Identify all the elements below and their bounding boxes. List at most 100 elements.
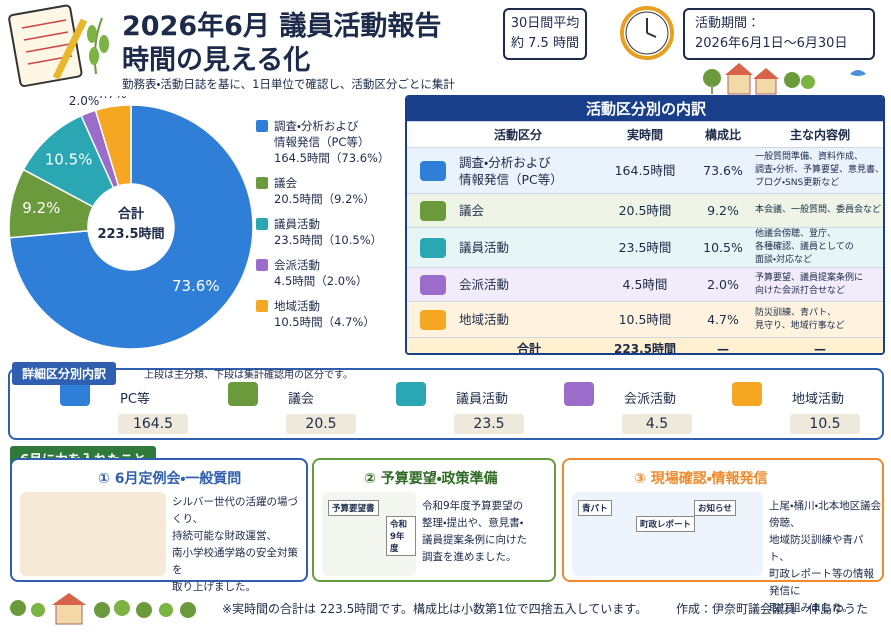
table-header: 活動区分 実時間 構成比 主な内容例 xyxy=(407,121,883,147)
card-text: シルバー世代の活躍の場づくり、 持続可能な財政運営、 南小学校通学路の安全対策を… xyxy=(172,496,298,593)
detail-value: 20.5 xyxy=(286,414,356,434)
slice-label: 9.2% xyxy=(22,199,60,217)
detail-label: 地域活動 xyxy=(792,392,845,407)
header-cell: 実時間 xyxy=(626,128,663,142)
table-cell: 20.5時間 xyxy=(618,203,672,218)
legend-detail: 4.5時間（2.0%） xyxy=(274,274,368,288)
table-cell: 73.6% xyxy=(703,163,743,178)
illustration-label: 予算要望書 xyxy=(328,500,379,516)
donut-hole xyxy=(88,184,174,270)
detail-title: 詳細区分別内訳 xyxy=(12,362,117,385)
icon-shape xyxy=(420,237,446,258)
legend-item: 議会 20.5時間（9.2%） xyxy=(256,175,406,207)
table-cell: 2.0% xyxy=(707,277,739,292)
row-icon xyxy=(407,237,459,258)
legend-detail: 20.5時間（9.2%） xyxy=(274,192,375,206)
period-badge: 活動期間： 2026年6月1日〜6月30日 xyxy=(683,8,875,60)
legend-swatch xyxy=(256,218,268,230)
header-cell: 主な内容例 xyxy=(789,128,850,142)
table-cell: 他議会傍聴、登庁、 各種確認、議員としての 面談・対応など xyxy=(755,229,854,265)
total-row: 合計 223.5時間 — — xyxy=(407,337,883,355)
table-cell: 10.5% xyxy=(703,240,743,255)
table-cell: 4.5時間 xyxy=(622,277,668,292)
slice-label: 73.6% xyxy=(172,277,220,295)
table-cell: 23.5時間 xyxy=(618,240,672,255)
detail-icon xyxy=(60,382,90,406)
illustration: 青パト 町政レポート お知らせ xyxy=(572,492,763,576)
legend-swatch xyxy=(256,259,268,271)
legend-item: 会派活動 4.5時間（2.0%） xyxy=(256,257,406,289)
legend-swatch xyxy=(256,120,268,132)
total-cell: 223.5時間 xyxy=(614,342,676,355)
detail-value: 10.5 xyxy=(790,414,860,434)
illustration-label: 町政レポート xyxy=(636,516,696,532)
subtitle: 勤務表・活動日誌を基に、1日単位で確認し、活動区分ごとに集計 xyxy=(122,77,455,91)
table-row: 議員活動 23.5時間 10.5% 他議会傍聴、登庁、 各種確認、議員としての 面談・… xyxy=(407,227,883,267)
slice-label: 10.5% xyxy=(45,151,93,169)
card-title: ③ 現場確認・情報発信 xyxy=(634,471,768,487)
table-cell: 一般質問準備、資料作成、 調査・分析、予算要望、意見書、 ブログ・SNS更新など xyxy=(755,152,885,188)
detail-value: 23.5 xyxy=(454,414,524,434)
detail-note: 上段は主分類、下段は集計確認用の区分です。 xyxy=(144,370,353,381)
title2: 時間の見える化 xyxy=(122,45,311,76)
legend-label: 議会 xyxy=(274,176,297,190)
title: 2026年6月 議員活動報告 xyxy=(122,11,442,42)
table-cell: 9.2% xyxy=(707,203,739,218)
illustration-label: 令和9年度 xyxy=(386,516,416,556)
detail-icon xyxy=(396,382,426,406)
footer-note: ※実時間の合計は 223.5時間です。構成比は小数第1位で四捨五入しています。 xyxy=(222,602,648,616)
row-icon xyxy=(407,274,459,295)
table-cell: 議員活動 xyxy=(459,240,510,255)
table-title: 活動区分別の内訳 xyxy=(407,97,883,121)
center-label: 合計 xyxy=(118,206,144,222)
badge-line: 30日間平均 xyxy=(510,16,580,31)
detail-label: 議員活動 xyxy=(456,392,509,407)
legend-label: 調査・分析および 情報発信（PC等） xyxy=(274,119,370,149)
town-decoration xyxy=(703,63,866,95)
icon-shape xyxy=(420,309,446,330)
row-icon xyxy=(407,200,459,221)
detail-label: 議会 xyxy=(288,392,315,407)
table-row: 議会 20.5時間 9.2% 本会議、一般質問、委員会など xyxy=(407,193,883,227)
detail-value: 4.5 xyxy=(622,414,692,434)
table-cell: 予算要望、議員提案条例に 向けた会派打合せなど xyxy=(755,272,864,296)
table-cell: 地域活動 xyxy=(459,312,510,327)
header-cell: 活動区分 xyxy=(493,128,542,142)
illustration: 予算要望書 令和9年度 xyxy=(322,492,416,576)
total-cell: 合計 xyxy=(516,342,541,355)
footer-author: 作成：伊奈町議会議員 仲島ゆうた xyxy=(676,602,869,616)
clock-icon xyxy=(620,6,674,60)
table-cell: 10.5時間 xyxy=(618,312,672,327)
detail-icon xyxy=(228,382,258,406)
table-cell: 議会 xyxy=(459,203,485,218)
icon-shape xyxy=(420,160,446,181)
header-cell: 構成比 xyxy=(704,128,741,142)
legend-item: 議員活動 23.5時間（10.5%） xyxy=(256,216,406,248)
row-icon xyxy=(407,160,459,181)
card-text: 令和9年度予算要望の 整理・提出や、意見書・ 議員提案条例に向けた 調査を進めま… xyxy=(422,500,527,563)
badge-line: 約 7.5 時間 xyxy=(511,36,579,51)
detail-icon xyxy=(732,382,762,406)
average-badge: 30日間平均 約 7.5 時間 xyxy=(503,8,587,60)
legend: 調査・分析および 情報発信（PC等） 164.5時間（73.6%） 議会 20.5時間… xyxy=(256,118,406,339)
legend-label: 地域活動 xyxy=(274,299,320,313)
center-value: 223.5時間 xyxy=(97,226,164,242)
donut-chart: 73.6% 9.2% 10.5% 2.0%4.7% 合計 223.5時間 xyxy=(8,96,254,350)
total-cell: — xyxy=(814,341,826,355)
focus-card: ③ 現場確認・情報発信 上尾・桶川・北本地区議会傍聴、 地域防災訓練や青パト、 町… xyxy=(562,458,884,614)
table-cell: 調査・分析および 情報発信（PC等） xyxy=(459,154,563,187)
legend-label: 会派活動 xyxy=(274,258,320,272)
legend-swatch xyxy=(256,177,268,189)
notebook-icon xyxy=(8,4,109,87)
table-row: 会派活動 4.5時間 2.0% 予算要望、議員提案条例に 向けた会派打合せなど xyxy=(407,267,883,301)
card-title: ① 6月定例会・一般質問 xyxy=(98,471,242,487)
row-icon xyxy=(407,309,459,330)
table-row: 地域活動 10.5時間 4.7% 防災訓練、青パト、 見守り、地域行事など xyxy=(407,301,883,337)
table-cell: 本会議、一般質問、委員会など xyxy=(755,205,882,215)
footer-decoration xyxy=(10,593,196,625)
focus-card: ② 予算要望・政策準備 令和9年度予算要望の 整理・提出や、意見書・ 議員提案条例… xyxy=(312,458,556,582)
icon-shape xyxy=(420,200,446,221)
legend-swatch xyxy=(256,300,268,312)
legend-detail: 23.5時間（10.5%） xyxy=(274,233,383,247)
